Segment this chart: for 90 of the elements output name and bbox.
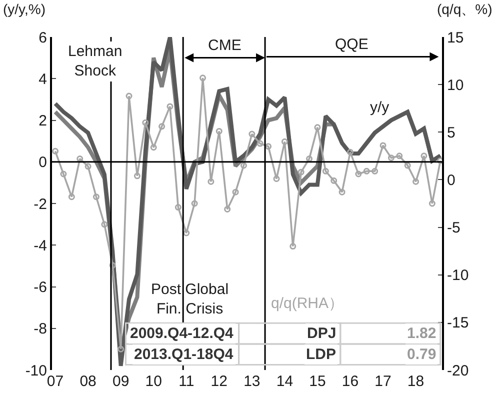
point [76,156,84,162]
point [84,163,92,170]
point [183,230,190,236]
point [346,148,354,156]
point [52,148,59,154]
point [265,143,272,150]
annotation: Post Global Fin. Crisis [151,281,229,318]
x-tick-label: 14 [276,373,294,390]
point [68,194,75,200]
point [290,243,296,250]
annotation: 2009.Q4-12.Q4 [130,325,234,342]
y-tick-label: -2 [34,196,47,213]
annotation: 2013.Q1-18Q4 [134,346,234,363]
y2-tick-label: 5 [447,124,456,142]
y2-tick-label: -5 [447,220,460,237]
point [273,176,280,182]
x-tick-label: 16 [342,373,359,390]
y-tick-label: -6 [34,279,47,296]
point [166,103,174,110]
x-tick-label: 07 [46,373,64,390]
point [314,124,321,131]
annotation: LDP [306,346,336,363]
x-tick-label: 10 [145,373,162,390]
point [298,168,304,176]
point [256,140,264,147]
y-tick-label: 2 [38,112,47,130]
point [224,206,231,212]
point [232,188,239,196]
point [92,194,100,200]
annotation: DPJ [307,325,336,342]
point [174,204,182,211]
point [420,152,428,160]
point [388,154,394,162]
point [60,170,67,178]
y-tick-label: -8 [34,320,47,338]
point [355,170,362,178]
point [126,92,132,100]
point [322,168,329,174]
series-label: y/y [370,99,390,116]
point [208,178,214,185]
x-tick-label: 09 [112,373,130,390]
y-tick-label: -10 [25,362,47,380]
x-tick-label: 17 [374,373,392,390]
point [248,130,256,138]
point [200,74,206,82]
x-tick-label: 12 [210,373,228,390]
x-tick-label: 18 [407,373,424,390]
y2-tick-label: 10 [447,76,464,94]
point [134,172,140,180]
point [142,119,149,126]
point [363,168,370,174]
annotation: QQE [335,36,368,53]
y2-tick-label: 0 [447,172,456,189]
point [306,156,313,162]
point [380,142,386,149]
y-tick-label: 6 [38,29,47,46]
y2-axis-title: (q/q、%) [437,1,492,17]
annotation: 1.82 [407,325,436,342]
y-axis-title: (y/y,%) [3,1,46,17]
point [338,188,346,196]
y-tick-label: 0 [38,154,47,172]
point [150,144,157,151]
point [372,168,378,174]
point [404,162,411,169]
point [101,221,108,228]
y-tick-label: -4 [34,237,47,254]
point [330,177,338,184]
y2-tick-label: -20 [447,362,469,380]
point [216,128,222,134]
point [109,262,116,269]
annotation: CME [208,37,242,54]
point [118,346,124,352]
point [396,152,403,160]
point [412,178,420,185]
point [191,200,198,207]
y2-tick-label: -15 [447,314,469,332]
y2-tick-label: 15 [447,29,464,46]
x-tick-label: 11 [178,373,194,390]
annotation: Lehman Shock [68,43,122,80]
point [428,200,436,207]
text: q/q(RHA） [271,295,344,312]
x-tick-label: 15 [309,373,326,390]
y-tick-label: 4 [38,70,47,88]
point [240,162,247,169]
y2-tick-label: -10 [447,267,469,284]
annotation: 0.79 [407,346,436,363]
point [158,123,166,130]
x-tick-label: 08 [80,373,96,390]
x-tick-label: 13 [244,373,260,390]
point [281,138,288,145]
